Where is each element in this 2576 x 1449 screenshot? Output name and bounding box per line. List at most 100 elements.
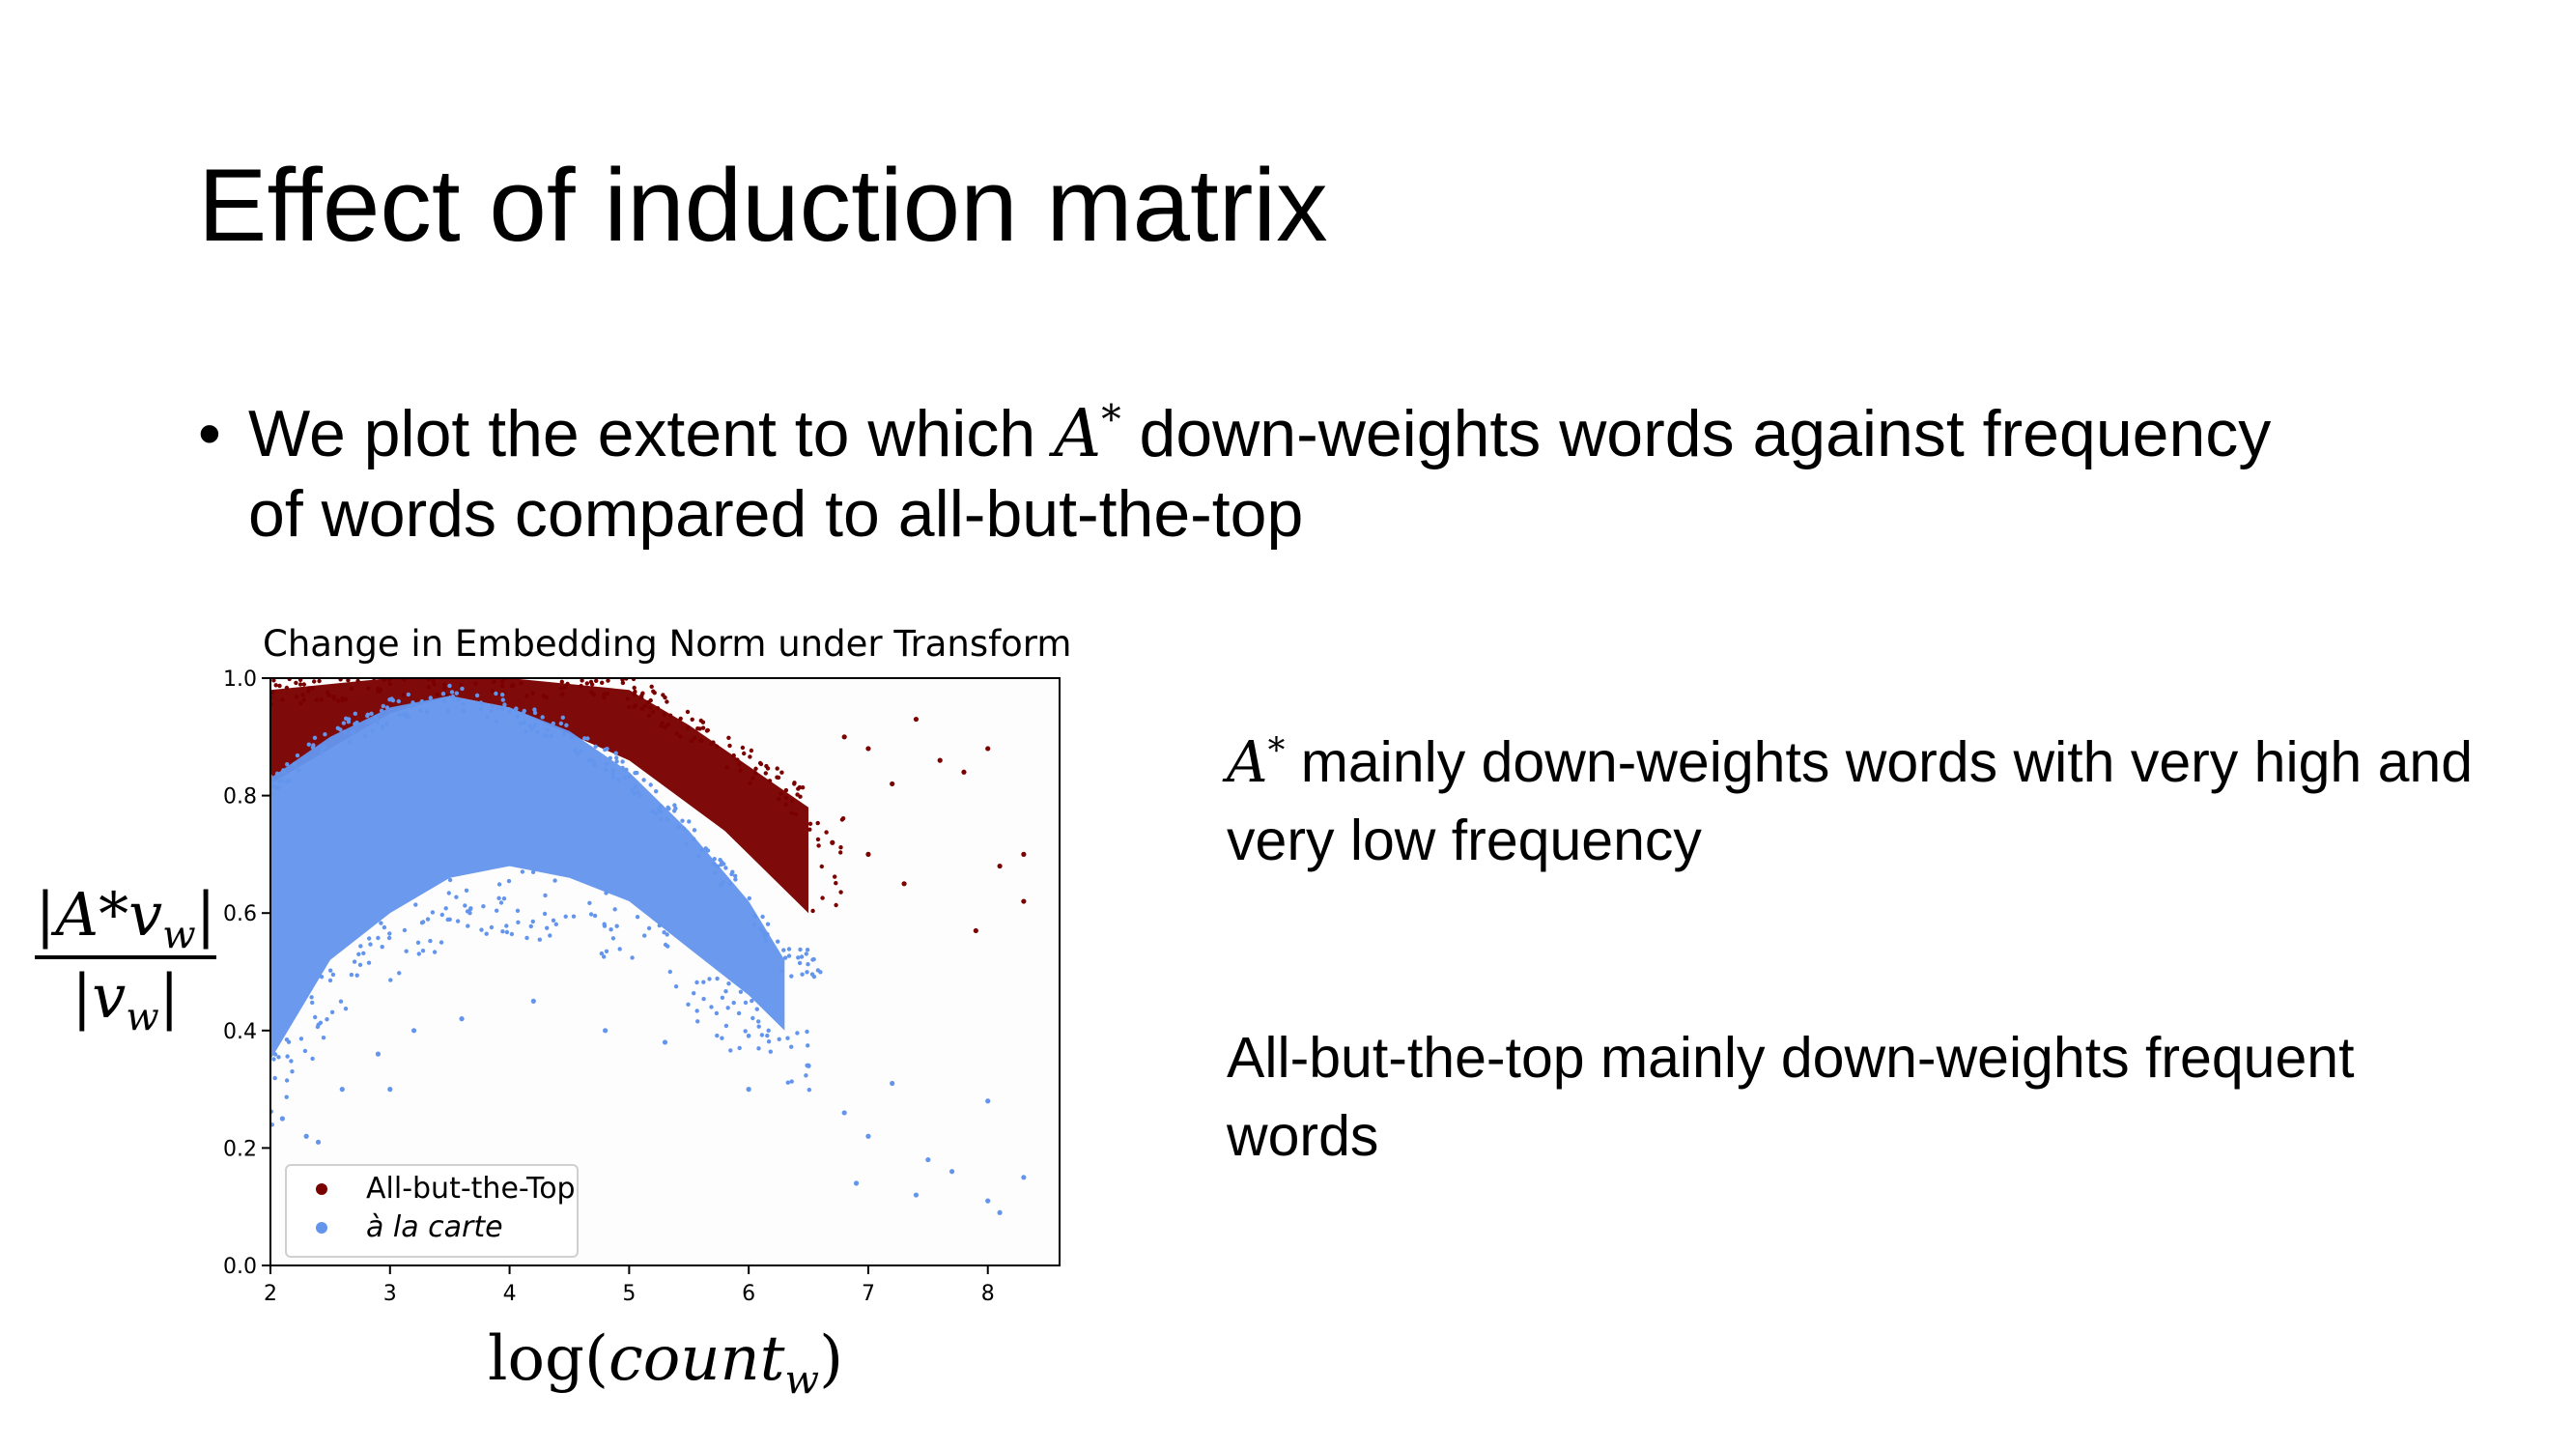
scatter-point <box>809 972 815 977</box>
note1-symbol-base: A <box>1227 728 1268 795</box>
scatter-point <box>665 805 670 810</box>
scatter-point <box>731 753 736 758</box>
scatter-point <box>401 693 406 697</box>
scatter-point <box>613 751 618 755</box>
scatter-point <box>698 738 703 743</box>
scatter-point <box>428 696 433 700</box>
scatter-point <box>587 900 592 905</box>
scatter-point <box>627 774 632 780</box>
scatter-point <box>277 683 282 689</box>
scatter-point <box>502 702 507 707</box>
scatter-point <box>658 804 664 809</box>
scatter-point <box>387 1087 393 1093</box>
scatter-point <box>768 1049 773 1054</box>
scatter-point <box>720 995 725 1001</box>
scatter-point <box>420 920 426 924</box>
scatter-point <box>641 778 646 782</box>
scatter-point <box>530 919 535 924</box>
x-tick-label: 3 <box>383 1282 397 1306</box>
scatter-point <box>685 709 691 715</box>
scatter-point <box>789 810 794 815</box>
scatter-point <box>387 681 393 687</box>
scatter-point <box>436 670 439 674</box>
scatter-point <box>325 1017 329 1022</box>
scatter-point <box>500 697 505 702</box>
x-axis-label: log(countw) <box>488 1323 843 1399</box>
scatter-point <box>390 669 394 673</box>
scatter-point <box>763 939 769 944</box>
scatter-point <box>756 1046 761 1051</box>
scatter-point <box>810 908 815 914</box>
scatter-point <box>633 689 637 695</box>
scatter-point <box>676 825 681 830</box>
scatter-point <box>633 771 637 776</box>
scatter-point <box>630 788 635 793</box>
scatter-point <box>527 724 532 728</box>
scatter-point <box>588 670 592 674</box>
scatter-point <box>310 745 316 750</box>
scatter-point <box>786 953 792 958</box>
scatter-point <box>692 991 696 996</box>
scatter-point <box>481 904 486 909</box>
scatter-point <box>306 742 311 747</box>
scatter-point <box>603 1028 609 1034</box>
scatter-point <box>838 845 843 850</box>
scatter-point <box>622 776 628 781</box>
scatter-point <box>549 733 553 739</box>
scatter-point <box>701 980 706 984</box>
scatter-point <box>271 1057 276 1062</box>
scatter-point <box>314 697 319 702</box>
scatter-point <box>841 734 847 740</box>
scatter-point <box>701 996 706 1002</box>
bullet-symbol: A* <box>1054 396 1121 472</box>
scatter-point <box>805 948 810 952</box>
scatter-point <box>985 1098 991 1104</box>
scatter-point <box>295 753 300 758</box>
scatter-point <box>693 736 697 741</box>
scatter-point <box>718 882 722 888</box>
scatter-point <box>680 818 685 823</box>
scatter-point <box>591 759 596 764</box>
scatter-point <box>499 706 505 711</box>
scatter-point <box>799 954 805 959</box>
y-num-sub: w <box>162 912 196 958</box>
scatter-point <box>496 895 501 900</box>
scatter-point <box>474 693 480 698</box>
scatter-point <box>796 786 801 791</box>
scatter-point <box>563 914 568 919</box>
scatter-point <box>636 790 640 795</box>
scatter-point <box>284 779 289 784</box>
scatter-point <box>610 936 616 941</box>
plot-frame <box>269 677 1061 1266</box>
scatter-point <box>512 667 516 670</box>
scatter-point <box>575 752 580 756</box>
scatter-point <box>609 927 613 932</box>
scatter-point <box>779 770 784 775</box>
scatter-point <box>663 724 667 730</box>
scatter-point <box>648 782 653 787</box>
scatter-point <box>724 765 729 770</box>
scatter-point <box>830 839 835 845</box>
scatter-point <box>543 893 548 898</box>
scatter-point <box>508 665 512 668</box>
scatter-point <box>409 667 412 670</box>
scatter-point <box>617 947 622 952</box>
scatter-point <box>467 906 473 912</box>
scatter-point <box>782 955 788 960</box>
scatter-point <box>733 873 738 878</box>
scatter-point <box>381 725 385 730</box>
scatter-point <box>961 769 967 775</box>
scatter-point <box>273 683 278 688</box>
scatter-point <box>369 673 373 677</box>
scatter-point <box>599 951 605 956</box>
scatter-point <box>284 685 290 691</box>
scatter-point <box>604 891 609 895</box>
scatter-point <box>482 665 486 668</box>
scatter-point <box>642 933 647 938</box>
scatter-point <box>633 784 638 789</box>
scatter-point <box>586 757 591 763</box>
scatter-point <box>339 1087 345 1093</box>
scatter-point <box>303 1133 309 1139</box>
scatter-point <box>412 702 417 708</box>
scatter-point <box>793 811 799 817</box>
